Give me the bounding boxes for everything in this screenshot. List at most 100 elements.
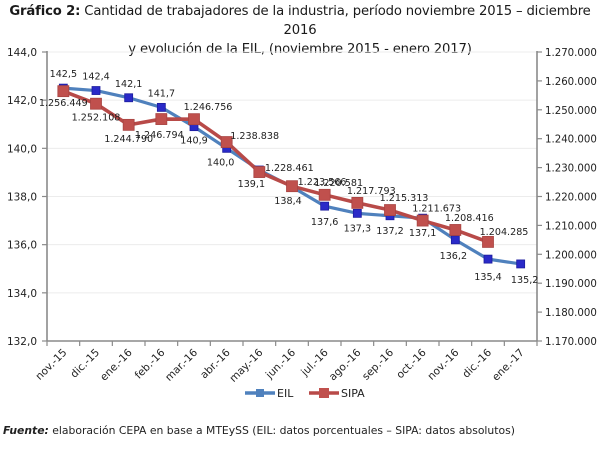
data-label-eil: 140,0 [207, 157, 234, 168]
data-point-eil [156, 102, 166, 112]
left-tick-label: 132,0 [7, 336, 37, 348]
data-label-sipa: 1.215.313 [380, 193, 429, 204]
x-tick-label: sep.-16 [360, 346, 396, 382]
right-tick-label: 1.190.000 [545, 279, 597, 290]
data-label-eil: 137,1 [409, 228, 436, 239]
x-tick-label: ene.-17 [490, 347, 527, 384]
right-axis-ticks: 1.270.000 1.260.000 1.250.000 1.240.000 1.23… [537, 48, 597, 348]
data-label-eil: 135,4 [474, 272, 501, 283]
data-point-sipa [482, 236, 494, 248]
source-label: Fuente: [3, 424, 49, 437]
data-label-sipa: 1.223.566 [298, 177, 347, 188]
x-tick-label: oct.-16 [394, 346, 429, 381]
chart-title-prefix: Gráfico 2: [9, 4, 81, 19]
data-label-sipa: 1.204.285 [480, 227, 529, 238]
left-tick-label: 142,0 [7, 95, 37, 107]
data-label-sipa: 1.246.756 [184, 102, 233, 113]
data-label-sipa: 1.252.108 [72, 113, 121, 124]
x-tick-label: may.-16 [227, 346, 265, 384]
series-group [57, 83, 526, 269]
right-tick-label: 1.220.000 [545, 193, 597, 204]
data-label-sipa: 1.238.838 [230, 131, 279, 142]
right-tick-label: 1.240.000 [545, 135, 597, 146]
legend-label-sipa: SIPA [341, 387, 365, 400]
data-label-sipa: 1.220.581 [314, 178, 363, 189]
right-tick-label: 1.170.000 [545, 337, 597, 348]
x-tick-label: jun.-16 [263, 346, 298, 381]
legend-label-eil: EIL [277, 387, 294, 400]
chart-title-text: Cantidad de trabajadores de la industria… [80, 4, 591, 38]
data-point-sipa [57, 85, 70, 98]
data-label-sipa: 1.208.416 [445, 213, 494, 224]
data-label-eil: 142,1 [115, 79, 142, 90]
right-tick-label: 1.210.000 [545, 221, 597, 232]
right-tick-label: 1.200.000 [545, 250, 597, 261]
data-point-sipa [351, 196, 364, 209]
chart-title-line-2: y evolución de la EIL, (noviembre 2015 -… [128, 42, 472, 57]
data-label-sipa: 1.228.461 [265, 163, 314, 174]
x-tick-label: feb.-16 [133, 346, 168, 381]
source-text: elaboración CEPA en base a MTEySS (EIL: … [48, 424, 515, 437]
left-tick-label: 134,0 [7, 288, 37, 300]
right-tick-label: 1.180.000 [545, 308, 597, 319]
data-point-sipa [318, 188, 331, 201]
x-tick-label: nov.-16 [425, 346, 461, 382]
data-label-sipa: 1.244.790 [104, 134, 153, 145]
data-label-sipa: 1.217.793 [347, 186, 396, 197]
data-label-eil: 137,6 [311, 217, 338, 228]
data-point-sipa [90, 97, 102, 110]
left-tick-label: 138,0 [7, 192, 37, 204]
chart-title-line-1: Gráfico 2: Cantidad de trabajadores de l… [0, 2, 600, 40]
legend-item-sipa: SIPA [309, 387, 365, 400]
data-point-eil [124, 93, 134, 103]
data-point-eil [320, 201, 330, 211]
data-label-eil: 136,2 [440, 251, 467, 262]
legend-marker-eil [256, 389, 264, 397]
data-point-eil [352, 208, 362, 218]
left-tick-label: 144,0 [7, 47, 37, 59]
data-label-eil: 142,4 [82, 72, 109, 83]
data-label-eil: 140,9 [180, 136, 207, 147]
data-label-eil: 137,3 [344, 223, 371, 234]
data-point-sipa [188, 113, 200, 126]
data-label-eil: 135,2 [511, 275, 538, 286]
data-label-eil: 141,7 [148, 88, 175, 99]
data-point-sipa [384, 204, 396, 216]
left-tick-label: 136,0 [7, 240, 37, 252]
data-label-sipa: 1.246.794 [135, 130, 184, 141]
data-point-eil [450, 235, 460, 245]
data-label-eil: 137,2 [376, 226, 403, 237]
data-point-sipa [286, 180, 298, 193]
data-point-sipa [253, 166, 266, 178]
right-tick-label: 1.270.000 [545, 48, 597, 59]
data-label-eil: 138,4 [274, 196, 301, 207]
x-axis-ticks: nov.-15dic.-15ene.-16feb.-16mar.-16abr.-… [33, 341, 538, 385]
legend-item-eil: EIL [245, 387, 294, 400]
legend-marker-sipa [319, 388, 329, 398]
x-tick-label: mar.-16 [163, 346, 200, 383]
left-tick-label: 140,0 [7, 143, 37, 155]
gridlines [47, 51, 537, 294]
data-label-eil: 139,1 [238, 179, 265, 190]
right-tick-label: 1.230.000 [545, 164, 597, 175]
x-tick-label: ago.-16 [327, 346, 364, 383]
x-tick-label: nov.-15 [33, 347, 69, 383]
data-label-eil: 142,5 [50, 69, 77, 80]
data-label-sipa: 1.211.673 [412, 204, 461, 215]
data-point-sipa [220, 136, 233, 148]
x-tick-label: ene.-16 [98, 346, 135, 383]
source-note: Fuente: elaboración CEPA en base a MTEyS… [3, 424, 515, 437]
right-tick-label: 1.250.000 [545, 106, 597, 117]
data-point-eil [91, 86, 101, 95]
data-point-sipa [449, 224, 462, 236]
data-point-sipa [416, 214, 429, 227]
left-axis-ticks: 144,0 142,0 140,0 138,0 136,0 134,0 132,0 [7, 47, 47, 348]
data-point-eil [516, 259, 526, 269]
data-point-sipa [155, 113, 168, 125]
data-point-sipa [122, 118, 135, 131]
data-point-eil [483, 254, 493, 264]
legend: EIL SIPA [245, 387, 365, 400]
data-label-sipa: 1.256.449 [39, 98, 88, 109]
